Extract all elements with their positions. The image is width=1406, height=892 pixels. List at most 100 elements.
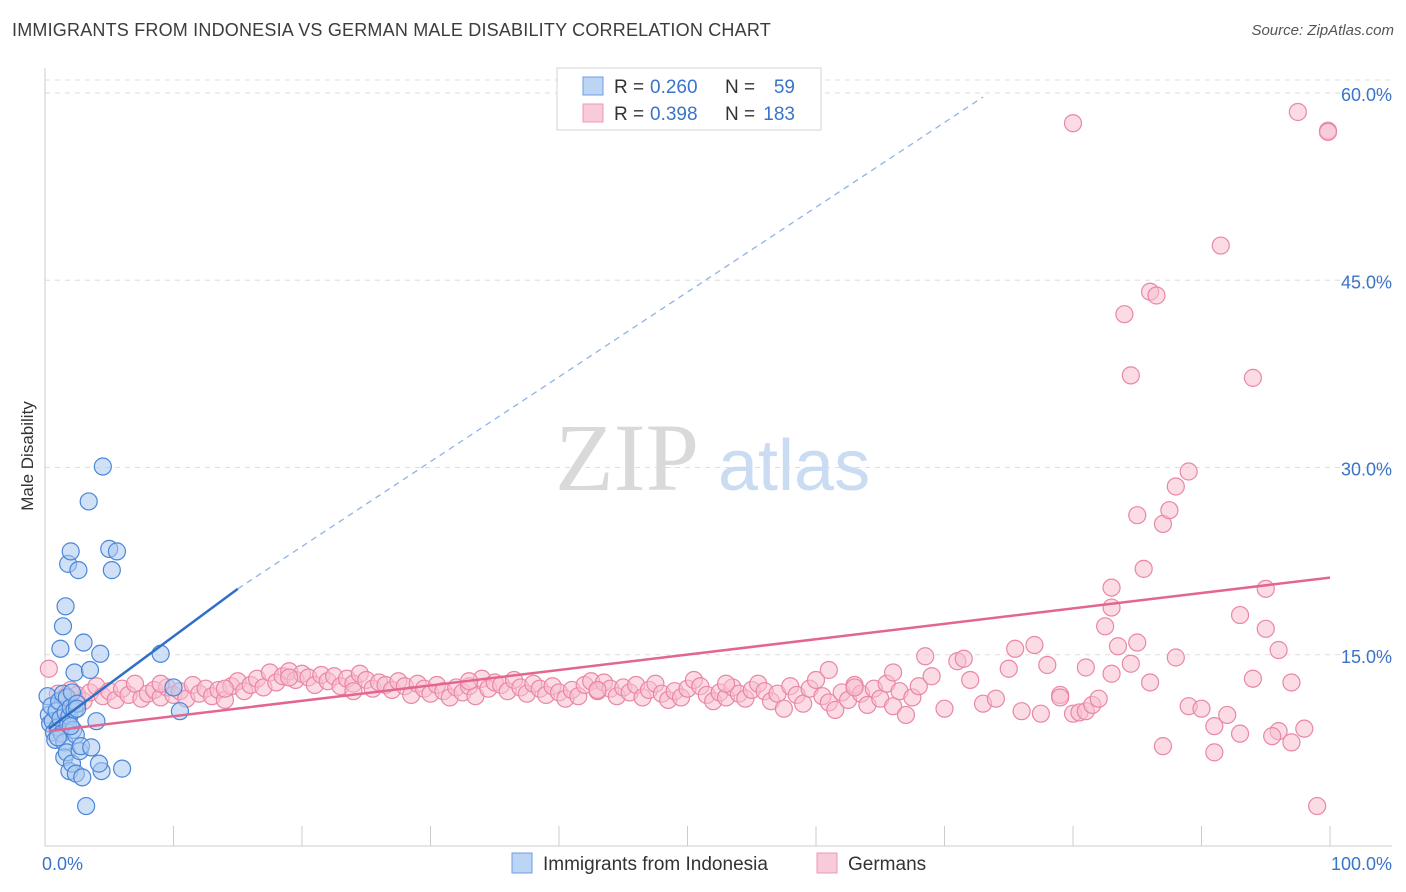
- germans-point-141: [986, 689, 1006, 708]
- germans-point-169: [1128, 506, 1147, 525]
- germans-point-168: [1102, 578, 1121, 597]
- germans-point-180: [1243, 669, 1263, 688]
- germans-r-label: R =: [614, 104, 644, 125]
- chart-title: IMMIGRANTS FROM INDONESIA VS GERMAN MALE…: [12, 20, 771, 40]
- germans-point-150: [716, 674, 736, 693]
- y-tick-labels: 15.0% 30.0% 45.0% 60.0%: [1341, 85, 1392, 667]
- germans-point-192: [1179, 462, 1198, 481]
- germans-point-194: [1243, 368, 1263, 387]
- germans-point-176: [1192, 699, 1211, 718]
- germans-point-177: [1205, 717, 1224, 736]
- germans-point-179: [1230, 605, 1250, 625]
- germans-point-154: [916, 647, 935, 666]
- germans-point-158: [1038, 655, 1057, 675]
- y-tick-label-0: 15.0%: [1341, 647, 1392, 667]
- source-credit: Source: ZipAtlas.com: [1251, 22, 1394, 39]
- stats-legend: R = 0.260 N = 59 R = 0.398 N = 183: [556, 67, 822, 131]
- indonesia-point-50: [107, 542, 127, 561]
- germans-point-208: [1076, 658, 1095, 677]
- germans-r-value: 0.398: [650, 104, 698, 125]
- legend-germans-label: Germans: [848, 854, 926, 875]
- watermark-atlas: atlas: [718, 426, 870, 506]
- germans-point-117: [794, 694, 813, 713]
- germans-point-205: [1128, 633, 1147, 652]
- germans-point-142: [999, 659, 1018, 678]
- germans-point-135: [909, 677, 928, 696]
- germans-point-167: [1108, 637, 1128, 656]
- germans-point-191: [1166, 477, 1185, 496]
- germans-point-166: [1102, 598, 1121, 617]
- indonesia-point-46: [91, 644, 110, 663]
- germans-point-206: [1121, 654, 1140, 673]
- indonesia-r-label: R =: [614, 77, 644, 98]
- indonesia-point-44: [82, 738, 101, 757]
- germans-point-204: [1153, 737, 1173, 756]
- germans-n-value: 183: [763, 104, 795, 125]
- germans-point-197: [1063, 114, 1083, 133]
- germans-point-136: [922, 667, 941, 686]
- indonesia-r-value: 0.260: [650, 77, 698, 98]
- germans-point-153: [883, 663, 903, 682]
- indonesia-point-42: [79, 492, 98, 511]
- germans-point-151: [845, 678, 864, 697]
- watermark: ZIP atlas: [555, 404, 870, 511]
- germans-point-147: [344, 682, 363, 701]
- trend-lines: [48, 96, 1331, 733]
- indonesia-point-54: [151, 644, 170, 663]
- germans-point-185: [1308, 796, 1327, 816]
- germans-point-184: [1295, 719, 1314, 738]
- germans-legend-swatch: [582, 103, 604, 123]
- indonesia-point-43: [80, 660, 100, 680]
- germans-point-174: [1166, 648, 1185, 667]
- gridlines: [45, 79, 1392, 656]
- germans-point-181: [1256, 579, 1275, 598]
- germans-point-133: [896, 705, 916, 725]
- germans-point-189: [1147, 286, 1166, 305]
- germans-point-187: [1115, 305, 1134, 324]
- germans-trend-solid: [48, 576, 1331, 733]
- indonesia-point-41: [77, 796, 96, 816]
- germans-point-165: [1096, 617, 1115, 636]
- x-tick-labels: 0.0% 100.0%: [42, 854, 1392, 874]
- indonesia-point-51: [112, 759, 132, 778]
- germans-point-190: [1121, 366, 1140, 385]
- indonesia-point-49: [102, 561, 121, 580]
- legend-indonesia-swatch: [511, 852, 533, 874]
- germans-point-156: [1006, 639, 1025, 658]
- indonesia-point-40: [74, 633, 93, 652]
- y-tick-label-3: 60.0%: [1341, 85, 1392, 105]
- legend-indonesia-label: Immigrants from Indonesia: [543, 854, 768, 875]
- indonesia-legend-swatch: [582, 76, 604, 96]
- germans-point-164: [1089, 689, 1108, 708]
- indonesia-point-28: [61, 542, 80, 561]
- indonesia-trend-dashed: [237, 96, 984, 590]
- germans-point-122: [826, 700, 845, 720]
- germans-point-202: [1230, 724, 1250, 743]
- series-legend: Immigrants from Indonesia Germans: [511, 852, 926, 875]
- germans-point-201: [1263, 727, 1282, 746]
- indonesia-trend-solid: [48, 587, 239, 730]
- indonesia-point-29: [65, 663, 84, 682]
- germans-point-146: [280, 668, 299, 687]
- germans-point-0: [39, 659, 58, 678]
- indonesia-point-39: [73, 768, 92, 787]
- germans-point-195: [1288, 102, 1307, 122]
- indonesia-point-24: [51, 639, 70, 658]
- germans-point-200: [1282, 673, 1301, 692]
- indonesia-n-label: N =: [725, 77, 755, 98]
- indonesia-point-55: [164, 678, 183, 697]
- germans-point-152: [819, 660, 838, 680]
- germans-point-178: [1218, 705, 1237, 725]
- watermark-zip: ZIP: [555, 404, 699, 511]
- indonesia-n-value: 59: [774, 77, 795, 98]
- germans-point-173: [1160, 501, 1179, 520]
- germans-point-139: [961, 670, 980, 690]
- germans-point-199: [1269, 640, 1288, 660]
- germans-point-207: [1102, 664, 1121, 683]
- x-ticks: [44, 826, 1331, 846]
- germans-point-157: [1025, 635, 1044, 655]
- germans-point-193: [1211, 236, 1230, 255]
- germans-n-label: N =: [725, 104, 755, 125]
- germans-point-13: [125, 674, 145, 693]
